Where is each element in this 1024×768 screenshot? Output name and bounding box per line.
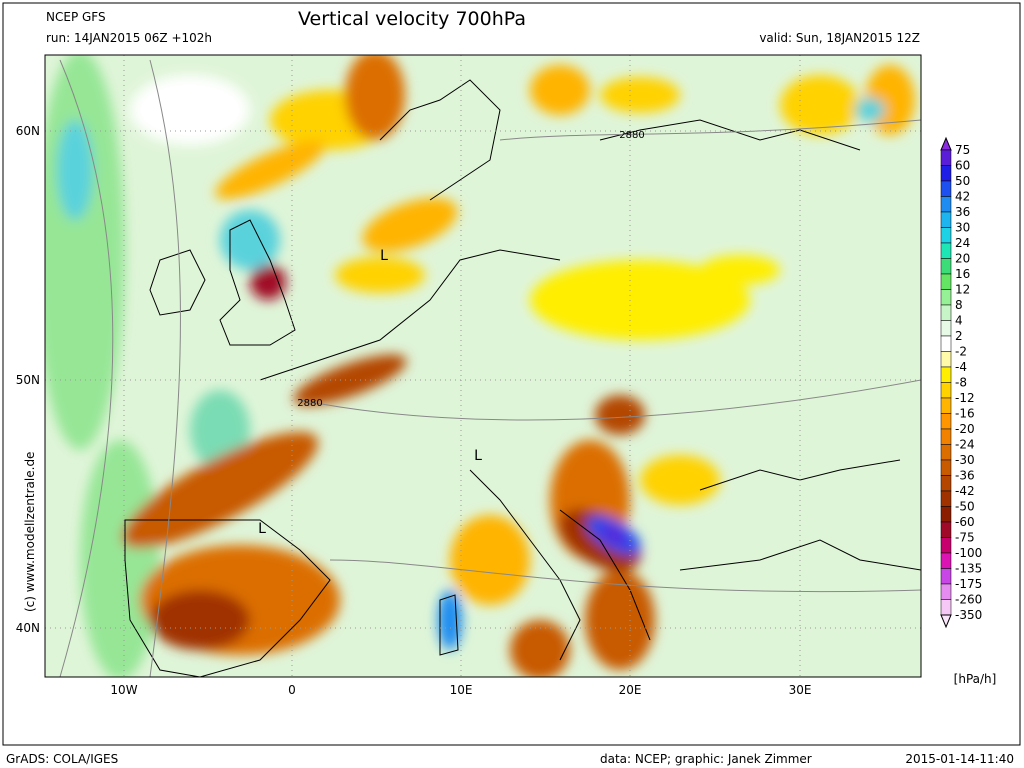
legend-swatch: [940, 521, 952, 538]
legend-level-label: -60: [955, 515, 975, 529]
low-pressure-marker: L: [380, 248, 388, 264]
map-area: [45, 55, 921, 677]
contour-label: 2880: [297, 398, 322, 409]
legend-swatch: [940, 258, 952, 275]
legend-swatch: [940, 459, 952, 476]
watermark: (c) www.modellzentrale.de: [23, 452, 37, 612]
legend-arrow-bottom: [940, 614, 952, 629]
legend-swatch: [940, 289, 952, 306]
legend-swatch: [940, 304, 952, 321]
legend-level-label: -42: [955, 484, 975, 498]
legend-swatch: [940, 366, 952, 383]
legend-swatch: [940, 583, 952, 600]
coastlines: [124, 79, 921, 677]
legend-level-label: 8: [955, 298, 963, 312]
legend-swatch: [940, 211, 952, 228]
longitude-label: 10E: [450, 683, 473, 697]
valid-time: valid: Sun, 18JAN2015 12Z: [759, 31, 920, 45]
legend-level-label: -24: [955, 438, 975, 452]
low-pressure-marker: L: [474, 448, 482, 464]
frame: [2, 2, 1021, 746]
legend-swatch: [940, 490, 952, 507]
footer-center: data: NCEP; graphic: Janek Zimmer: [600, 752, 812, 766]
legend-swatch: [940, 273, 952, 290]
legend-level-label: 2: [955, 329, 963, 343]
legend: 75605042363024201612842-2-4-8-12-16-20-2…: [940, 136, 982, 629]
legend-level-label: -50: [955, 500, 975, 514]
legend-swatch: [940, 320, 952, 337]
legend-level-label: -8: [955, 376, 967, 390]
footer-left: GrADS: COLA/IGES: [6, 752, 118, 766]
legend-level-label: -350: [955, 608, 982, 622]
graticule: [45, 55, 921, 677]
legend-level-label: 60: [955, 159, 970, 173]
longitude-label: 20E: [619, 683, 642, 697]
legend-level-label: -2: [955, 345, 967, 359]
legend-level-label: 24: [955, 236, 970, 250]
legend-swatch: [940, 506, 952, 523]
run-info: run: 14JAN2015 06Z +102h: [46, 31, 212, 45]
legend-unit: [hPa/h]: [954, 672, 997, 686]
model-name: NCEP GFS: [46, 10, 106, 24]
legend-swatch: [940, 428, 952, 445]
legend-level-label: 20: [955, 252, 970, 266]
latitude-label: 40N: [16, 621, 40, 635]
legend-level-label: -260: [955, 593, 982, 607]
legend-swatch: [940, 351, 952, 368]
legend-swatch: [940, 552, 952, 569]
latitude-label: 50N: [16, 373, 40, 387]
legend-level-label: -4: [955, 360, 967, 374]
map-border: [44, 54, 922, 678]
legend-level-label: -12: [955, 391, 975, 405]
legend-swatch: [940, 149, 952, 166]
legend-level-label: 36: [955, 205, 970, 219]
latitude-label: 60N: [16, 124, 40, 138]
legend-swatch: [940, 537, 952, 554]
legend-level-label: -36: [955, 469, 975, 483]
legend-level-label: 50: [955, 174, 970, 188]
legend-swatch: [940, 397, 952, 414]
longitude-label: 10W: [110, 683, 137, 697]
legend-swatch: [940, 180, 952, 197]
footer-right: 2015-01-14-11:40: [905, 752, 1014, 766]
legend-swatch: [940, 335, 952, 352]
legend-swatch: [940, 165, 952, 182]
legend-level-label: 16: [955, 267, 970, 281]
legend-swatch: [940, 444, 952, 461]
map-title: Vertical velocity 700hPa: [298, 8, 526, 30]
contour-label: 2880: [619, 130, 644, 141]
legend-level-label: 75: [955, 143, 970, 157]
legend-swatch: [940, 242, 952, 259]
legend-level-label: 30: [955, 221, 970, 235]
longitude-label: 0: [288, 683, 296, 697]
legend-swatch: [940, 599, 952, 616]
longitude-label: 30E: [789, 683, 812, 697]
legend-level-label: -100: [955, 546, 982, 560]
legend-level-label: 12: [955, 283, 970, 297]
legend-level-label: -175: [955, 577, 982, 591]
map-labels: 60N 50N 40N 10W 0 10E 20E 30E L L L 2880 2880 (c) www…: [16, 124, 812, 697]
legend-swatch: [940, 475, 952, 492]
legend-swatch: [940, 568, 952, 585]
legend-level-label: -135: [955, 562, 982, 576]
legend-swatch: [940, 196, 952, 213]
legend-level-label: -75: [955, 531, 975, 545]
legend-level-label: -20: [955, 422, 975, 436]
legend-level-label: 4: [955, 314, 963, 328]
legend-swatch: [940, 382, 952, 399]
legend-level-label: -16: [955, 407, 975, 421]
legend-swatch: [940, 413, 952, 430]
legend-swatch: [940, 227, 952, 244]
legend-level-label: -30: [955, 453, 975, 467]
legend-level-label: 42: [955, 190, 970, 204]
low-pressure-marker: L: [258, 521, 266, 537]
geopotential-contours: [59, 59, 921, 677]
